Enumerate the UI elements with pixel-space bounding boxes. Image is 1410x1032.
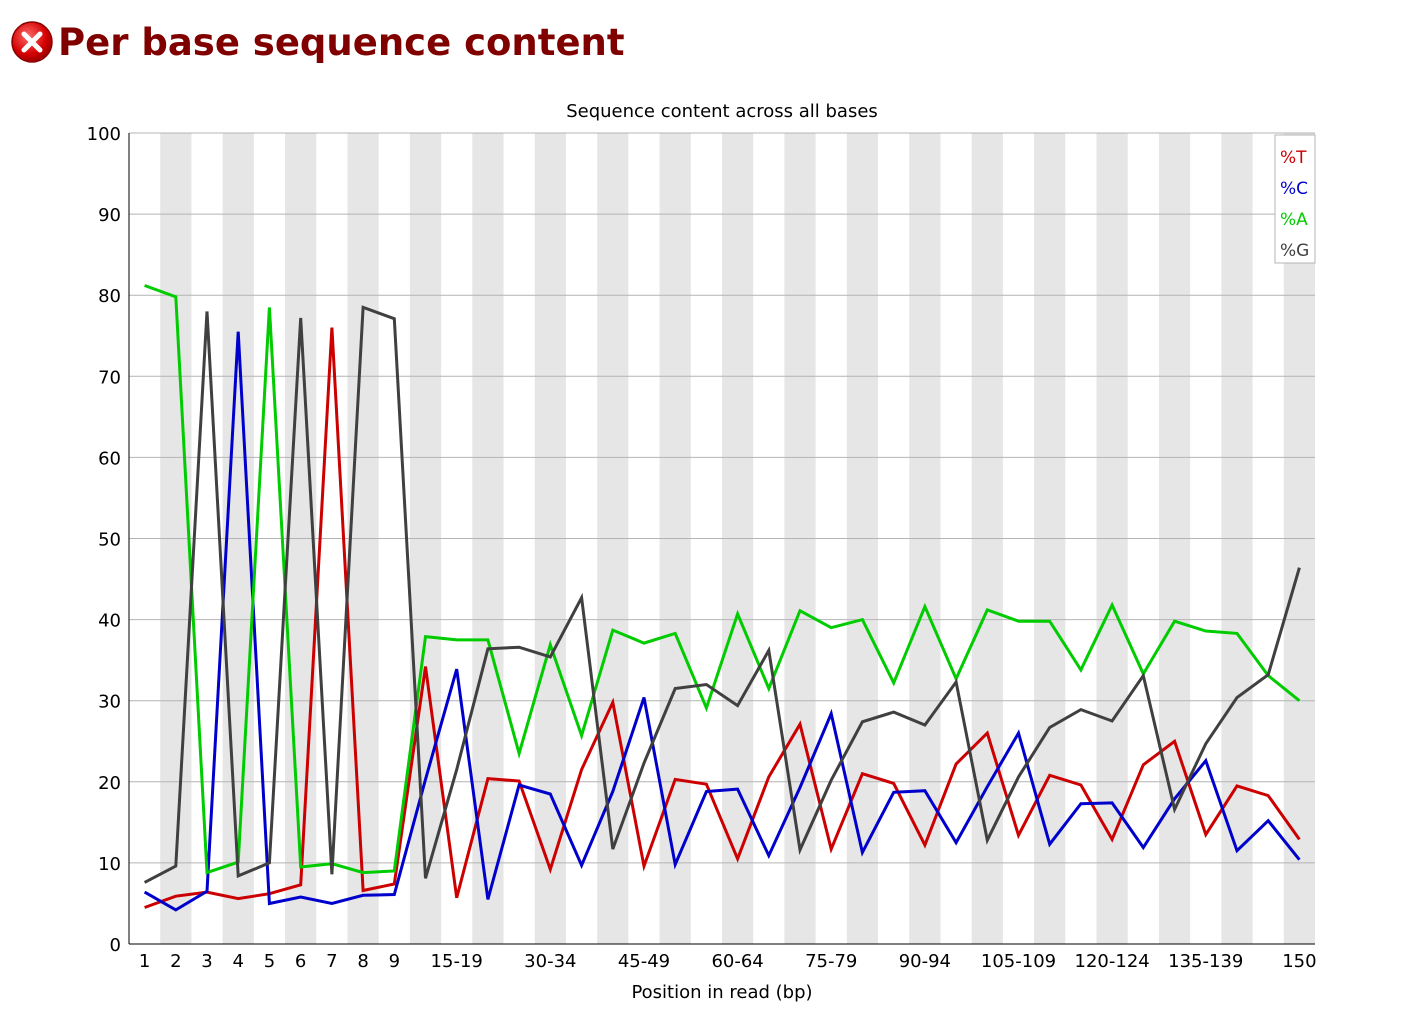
y-tick-label: 70 [98, 367, 121, 388]
x-tick-label: 1 [139, 951, 150, 972]
x-tick-label: 2 [170, 951, 181, 972]
y-tick-label: 20 [98, 773, 121, 794]
series-lines [143, 284, 1301, 912]
y-tick-label: 60 [98, 448, 121, 469]
y-tick-label: 40 [98, 611, 121, 632]
x-tick-label: 105-109 [981, 951, 1056, 972]
x-tick-label: 60-64 [711, 951, 763, 972]
x-tick-label: 45-49 [618, 951, 670, 972]
legend: %T %C %A %G [1274, 134, 1316, 264]
legend-item-pct-T: %T [1280, 148, 1307, 168]
legend-item-pct-G: %G [1280, 241, 1309, 261]
x-tick-label: 3 [201, 951, 212, 972]
x-tick-label: 135-139 [1168, 951, 1243, 972]
y-tick-label: 30 [98, 692, 121, 713]
x-tick-label: 30-34 [524, 951, 576, 972]
y-tick-labels: 0 10 20 30 40 50 60 70 80 90 100 [87, 124, 121, 956]
x-tick-label: 5 [264, 951, 275, 972]
y-tick-label: 0 [110, 935, 121, 956]
gridlines [129, 132, 1315, 864]
page-title: Per base sequence content [58, 20, 625, 64]
legend-item-pct-C: %C [1280, 179, 1308, 199]
x-tick-label: 4 [233, 951, 244, 972]
fail-icon [11, 21, 53, 63]
series-line-pct-G [143, 305, 1301, 884]
series-line-pct-T [144, 327, 1301, 909]
chart-title: Sequence content across all bases [566, 101, 878, 122]
series-line-pct-C [143, 331, 1301, 912]
x-tick-label: 15-19 [431, 951, 483, 972]
x-tick-labels: 1 2 3 4 5 6 7 8 9 15-19 30-34 45-49 60-64 75-79 90-94 1… [139, 951, 1317, 972]
x-tick-label: 75-79 [805, 951, 857, 972]
series-line-pct-A [144, 284, 1301, 875]
y-tick-label: 100 [87, 124, 121, 145]
x-tick-label: 150 [1282, 951, 1316, 972]
y-tick-label: 90 [98, 205, 121, 226]
y-tick-label: 80 [98, 286, 121, 307]
x-axis-label: Position in read (bp) [631, 982, 812, 1003]
legend-item-pct-A: %A [1280, 210, 1308, 230]
module-header: Per base sequence content [10, 12, 625, 72]
y-tick-label: 50 [98, 530, 121, 551]
x-tick-label: 6 [295, 951, 306, 972]
x-tick-label: 120-124 [1075, 951, 1150, 972]
x-tick-label: 9 [389, 951, 400, 972]
x-tick-label: 90-94 [899, 951, 951, 972]
chart-axes [128, 133, 1315, 945]
x-tick-label: 8 [357, 951, 368, 972]
x-tick-label: 7 [326, 951, 337, 972]
y-tick-label: 10 [98, 854, 121, 875]
legend-box [1274, 134, 1316, 264]
